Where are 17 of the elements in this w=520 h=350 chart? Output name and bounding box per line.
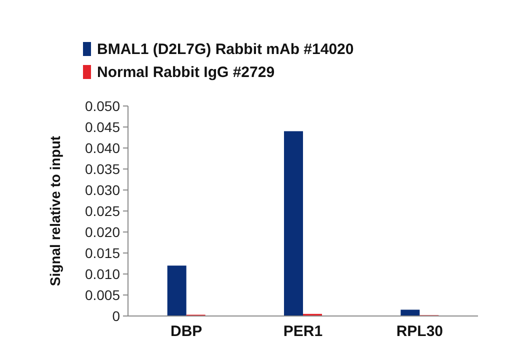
y-tick-label: 0.035 [84, 160, 120, 177]
y-axis-title: Signal relative to input [47, 136, 63, 286]
y-tick-label: 0.030 [84, 182, 120, 198]
y-tick-label: 0.020 [84, 224, 120, 240]
y-tick-label: 0 [112, 308, 120, 324]
x-tick-label: RPL30 [396, 323, 444, 340]
y-tick-label: 0.040 [84, 140, 120, 156]
x-tick-label: PER1 [283, 323, 323, 340]
y-tick-label: 0.050 [84, 98, 120, 114]
legend-label: Normal Rabbit IgG #2729 [97, 64, 275, 81]
x-tick-label: DBP [170, 323, 202, 340]
y-tick-label: 0.005 [84, 286, 120, 303]
y-tick-label: 0.045 [84, 118, 120, 135]
y-tick-label: 0.025 [84, 202, 120, 219]
legend-label: BMAL1 (D2L7G) Rabbit mAb #14020 [97, 41, 354, 58]
y-tick-label: 0.010 [84, 266, 120, 282]
y-tick-label: 0.015 [84, 244, 120, 261]
